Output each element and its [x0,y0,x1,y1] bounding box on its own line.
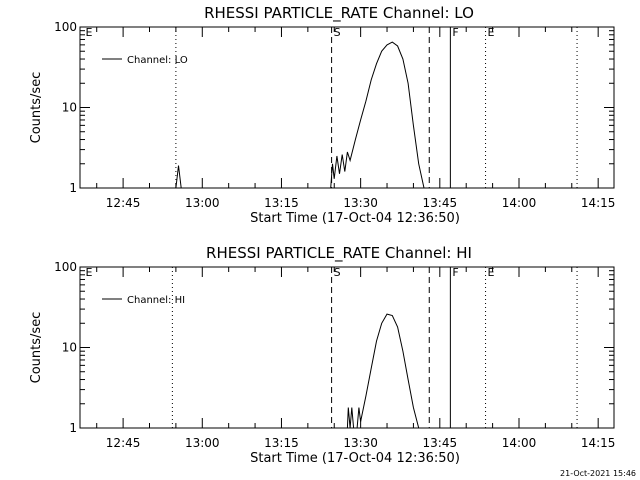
x-tick-label: 13:15 [264,196,299,210]
y-tick-label: 100 [54,260,77,274]
event-marker-label: F [452,266,458,279]
plot-frame [79,26,615,189]
x-axis-label: Start Time (17-Oct-04 12:36:50) [250,451,460,466]
y-axis-label: Counts/sec [29,72,44,144]
chart-title: RHESSI PARTICLE_RATE Channel: HI [206,244,472,263]
x-tick-label: 13:30 [343,436,378,450]
legend-entry: Channel: HI [127,295,185,306]
y-axis-label: Counts/sec [29,312,44,384]
x-tick-label: 13:45 [423,436,458,450]
x-tick-label: 14:00 [502,196,537,210]
x-tick-label: 12:45 [106,196,141,210]
x-tick-label: 13:45 [423,196,458,210]
x-tick-label: 13:00 [185,196,220,210]
event-marker-label: E [488,266,495,279]
y-tick-label: 10 [62,101,77,115]
event-marker-label: E [488,26,495,39]
x-tick-label: 14:00 [502,436,537,450]
event-marker-label: S [334,266,341,279]
series-line [175,41,425,189]
x-tick-label: 13:30 [343,196,378,210]
y-tick-label: 1 [69,181,77,195]
x-tick-label: 13:00 [185,436,220,450]
event-marker-label: E [86,266,93,279]
chart-title: RHESSI PARTICLE_RATE Channel: LO [204,4,474,23]
x-tick-label: 14:15 [581,436,616,450]
x-tick-label: 14:15 [581,196,616,210]
legend: Channel: LO [102,55,188,66]
event-marker-label: S [334,26,341,39]
x-tick-label: 13:15 [264,436,299,450]
y-tick-label: 100 [54,20,77,34]
x-tick-label: 12:45 [106,436,141,450]
event-marker-label: F [452,26,458,39]
event-marker-label: E [86,26,93,39]
plot-timestamp: 21-Oct-2021 15:46 [560,469,636,478]
chart-panel-lo: RHESSI PARTICLE_RATE Channel: LO 1 10 100 12… [29,4,615,226]
legend-entry: Channel: LO [127,55,188,66]
chart-panel-hi: RHESSI PARTICLE_RATE Channel: HI 1 10 100 12… [29,244,615,466]
x-axis-label: Start Time (17-Oct-04 12:36:50) [250,211,460,226]
y-tick-label: 1 [69,421,77,435]
plot-frame [79,266,615,429]
y-tick-label: 10 [62,341,77,355]
series-line [346,313,420,429]
legend: Channel: HI [102,295,185,306]
